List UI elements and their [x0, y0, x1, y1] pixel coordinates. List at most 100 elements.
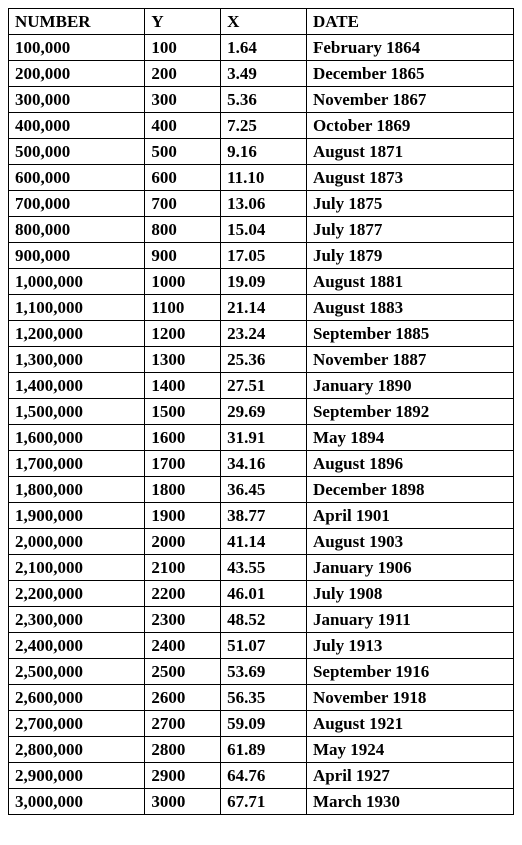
cell-y: 800 [145, 217, 221, 243]
cell-x: 56.35 [221, 685, 307, 711]
cell-y: 1800 [145, 477, 221, 503]
cell-x: 1.64 [221, 35, 307, 61]
table-body: 100,0001001.64February 1864200,0002003.4… [9, 35, 514, 815]
cell-date: August 1921 [306, 711, 513, 737]
cell-y: 200 [145, 61, 221, 87]
cell-number: 200,000 [9, 61, 145, 87]
cell-date: September 1892 [306, 399, 513, 425]
table-row: 800,00080015.04July 1877 [9, 217, 514, 243]
cell-x: 46.01 [221, 581, 307, 607]
cell-y: 2000 [145, 529, 221, 555]
table-row: 2,600,000260056.35November 1918 [9, 685, 514, 711]
cell-date: August 1873 [306, 165, 513, 191]
cell-number: 900,000 [9, 243, 145, 269]
table-row: 1,800,000180036.45December 1898 [9, 477, 514, 503]
cell-x: 67.71 [221, 789, 307, 815]
cell-number: 1,200,000 [9, 321, 145, 347]
cell-x: 15.04 [221, 217, 307, 243]
cell-date: November 1887 [306, 347, 513, 373]
cell-x: 3.49 [221, 61, 307, 87]
cell-y: 1700 [145, 451, 221, 477]
table-row: 1,700,000170034.16August 1896 [9, 451, 514, 477]
cell-x: 34.16 [221, 451, 307, 477]
table-row: 600,00060011.10August 1873 [9, 165, 514, 191]
cell-x: 5.36 [221, 87, 307, 113]
table-row: 2,000,000200041.14August 1903 [9, 529, 514, 555]
header-y: Y [145, 9, 221, 35]
cell-date: July 1875 [306, 191, 513, 217]
cell-y: 2200 [145, 581, 221, 607]
cell-number: 2,600,000 [9, 685, 145, 711]
cell-y: 2300 [145, 607, 221, 633]
cell-x: 9.16 [221, 139, 307, 165]
cell-number: 300,000 [9, 87, 145, 113]
cell-date: December 1898 [306, 477, 513, 503]
header-number: NUMBER [9, 9, 145, 35]
cell-number: 700,000 [9, 191, 145, 217]
cell-date: January 1911 [306, 607, 513, 633]
cell-number: 2,800,000 [9, 737, 145, 763]
table-row: 1,900,000190038.77April 1901 [9, 503, 514, 529]
cell-x: 23.24 [221, 321, 307, 347]
cell-y: 500 [145, 139, 221, 165]
table-row: 900,00090017.05July 1879 [9, 243, 514, 269]
cell-number: 1,000,000 [9, 269, 145, 295]
cell-number: 2,900,000 [9, 763, 145, 789]
cell-number: 1,700,000 [9, 451, 145, 477]
cell-number: 2,200,000 [9, 581, 145, 607]
cell-number: 1,300,000 [9, 347, 145, 373]
cell-y: 300 [145, 87, 221, 113]
cell-date: August 1896 [306, 451, 513, 477]
cell-date: October 1869 [306, 113, 513, 139]
cell-y: 1300 [145, 347, 221, 373]
cell-y: 2700 [145, 711, 221, 737]
table-row: 700,00070013.06July 1875 [9, 191, 514, 217]
table-row: 2,100,000210043.55January 1906 [9, 555, 514, 581]
cell-y: 600 [145, 165, 221, 191]
cell-number: 2,100,000 [9, 555, 145, 581]
cell-number: 2,300,000 [9, 607, 145, 633]
cell-x: 64.76 [221, 763, 307, 789]
table-row: 1,600,000160031.91May 1894 [9, 425, 514, 451]
cell-date: July 1879 [306, 243, 513, 269]
cell-number: 1,100,000 [9, 295, 145, 321]
table-row: 200,0002003.49December 1865 [9, 61, 514, 87]
cell-number: 2,400,000 [9, 633, 145, 659]
cell-x: 36.45 [221, 477, 307, 503]
table-row: 500,0005009.16August 1871 [9, 139, 514, 165]
cell-number: 1,600,000 [9, 425, 145, 451]
cell-y: 100 [145, 35, 221, 61]
table-row: 1,100,000110021.14August 1883 [9, 295, 514, 321]
cell-y: 1900 [145, 503, 221, 529]
cell-x: 61.89 [221, 737, 307, 763]
table-header: NUMBER Y X DATE [9, 9, 514, 35]
cell-date: January 1906 [306, 555, 513, 581]
cell-x: 48.52 [221, 607, 307, 633]
cell-x: 13.06 [221, 191, 307, 217]
cell-y: 400 [145, 113, 221, 139]
cell-date: April 1927 [306, 763, 513, 789]
cell-number: 600,000 [9, 165, 145, 191]
cell-date: February 1864 [306, 35, 513, 61]
cell-y: 1400 [145, 373, 221, 399]
table-row: 100,0001001.64February 1864 [9, 35, 514, 61]
cell-date: November 1918 [306, 685, 513, 711]
cell-x: 17.05 [221, 243, 307, 269]
table-row: 2,500,000250053.69September 1916 [9, 659, 514, 685]
cell-number: 2,000,000 [9, 529, 145, 555]
cell-date: July 1908 [306, 581, 513, 607]
cell-y: 900 [145, 243, 221, 269]
cell-number: 100,000 [9, 35, 145, 61]
cell-number: 2,700,000 [9, 711, 145, 737]
table-row: 2,800,000280061.89May 1924 [9, 737, 514, 763]
cell-y: 2500 [145, 659, 221, 685]
cell-number: 500,000 [9, 139, 145, 165]
table-row: 2,200,000220046.01July 1908 [9, 581, 514, 607]
cell-number: 1,900,000 [9, 503, 145, 529]
cell-date: August 1883 [306, 295, 513, 321]
cell-date: August 1903 [306, 529, 513, 555]
header-x: X [221, 9, 307, 35]
cell-number: 2,500,000 [9, 659, 145, 685]
cell-x: 41.14 [221, 529, 307, 555]
cell-date: December 1865 [306, 61, 513, 87]
